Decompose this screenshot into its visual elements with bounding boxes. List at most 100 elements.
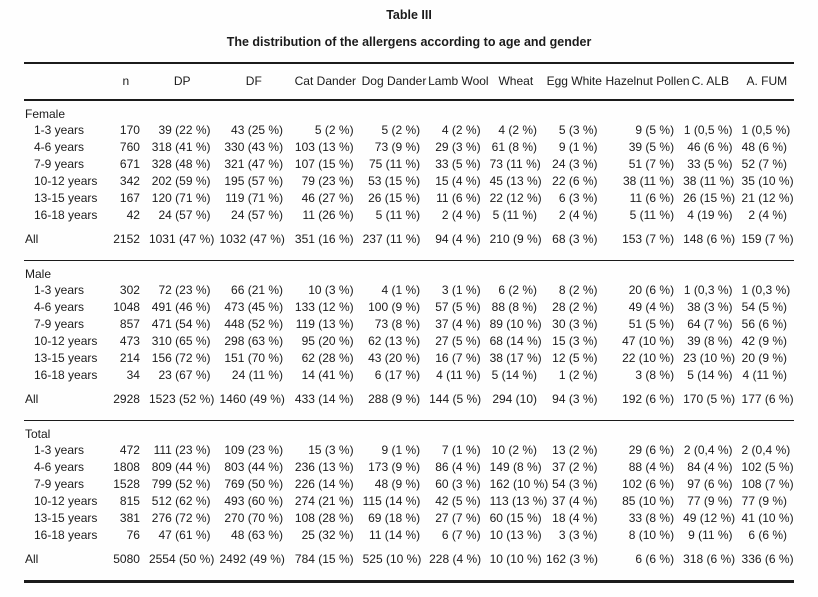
table-cell: 24 (11 %) (231, 368, 284, 382)
table-cell: 39 (22 %) (158, 123, 211, 137)
table-cell: 318 (41 %) (151, 140, 211, 154)
table-cell: 43 (25 %) (231, 123, 284, 137)
table-cell: 809 (44 %) (151, 460, 211, 474)
table-cell: 10 (3 %) (308, 283, 354, 297)
table-cell: 433 (14 %) (294, 392, 354, 406)
table-cell: 769 (50 %) (224, 477, 284, 491)
column-header: Egg White (546, 74, 602, 88)
table-cell: 77 (9 %) (687, 494, 733, 508)
row-label: 10-12 years (34, 174, 98, 188)
table-cell: 41 (10 %) (741, 511, 794, 525)
table-cell: 170 (119, 123, 140, 137)
table-cell: 1031 (47 %) (148, 232, 215, 246)
row-label: 13-15 years (34, 351, 98, 365)
allergen-table: n DP DF Cat Dander Dog Dander Lamb Wool Wheat E… (24, 62, 794, 583)
table-cell: 30 (3 %) (552, 317, 598, 331)
table-cell: 803 (44 %) (224, 460, 284, 474)
table-cell: 119 (71 %) (225, 191, 284, 205)
table-cell: 5 (11 %) (492, 208, 538, 222)
table-cell: 66 (21 %) (231, 283, 284, 297)
table-cell: 27 (7 %) (435, 511, 481, 525)
table-cell: 471 (54 %) (151, 317, 211, 331)
row-label: All (25, 552, 39, 566)
column-header: DP (173, 74, 191, 88)
row-label: 1-3 years (34, 443, 85, 457)
table-cell: 54 (5 %) (741, 300, 787, 314)
table-cell: 270 (70 %) (224, 511, 284, 525)
table-cell: 11 (6 %) (436, 191, 481, 205)
table-section-male: Male 1-3 years 302 72 (23 %) 66 (21 %) 10 (3 … (24, 260, 794, 421)
table-cell: 2 (4 %) (441, 208, 481, 222)
table-cell: 5080 (113, 552, 140, 566)
table-cell: 9 (1 %) (558, 140, 598, 154)
table-cell: 525 (10 %) (362, 552, 422, 566)
table-cell: 46 (6 %) (687, 140, 733, 154)
table-cell: 39 (8 %) (687, 334, 733, 348)
table-cell: 330 (43 %) (224, 140, 284, 154)
table-cell: 22 (12 %) (489, 191, 542, 205)
table-cell: 38 (11 %) (683, 174, 735, 188)
table-cell: 15 (3 %) (552, 334, 598, 348)
table-row: All 2152 1031 (47 %) 1032 (47 %) 351 (16 %) 2… (24, 224, 794, 261)
table-cell: 86 (4 %) (435, 460, 481, 474)
table-cell: 42 (126, 208, 140, 222)
table-cell: 111 (23 %) (153, 443, 211, 457)
table-cell: 1048 (113, 300, 140, 314)
table-cell: 318 (6 %) (683, 552, 736, 566)
table-cell: 1032 (47 %) (219, 232, 285, 246)
table-cell: 298 (63 %) (224, 334, 284, 348)
table-row: 4-6 years 1048 491 (46 %) 473 (45 %) 133 (12… (24, 299, 794, 316)
row-label: 7-9 years (34, 317, 85, 331)
table-cell: 20 (6 %) (628, 283, 675, 297)
table-cell: 47 (61 %) (158, 528, 211, 542)
table-cell: 68 (3 %) (552, 232, 598, 246)
table-cell: 5 (14 %) (687, 368, 733, 382)
column-header: Dog Dander (361, 74, 427, 88)
table-cell: 162 (10 %) (489, 477, 549, 491)
row-label: All (25, 392, 39, 406)
table-cell: 4 (11 %) (742, 368, 787, 382)
table-cell: 214 (119, 351, 140, 365)
table-cell: 79 (23 %) (301, 174, 354, 188)
table-cell: 85 (10 %) (622, 494, 675, 508)
table-cell: 4 (11 %) (436, 368, 481, 382)
table-cell: 51 (5 %) (628, 317, 675, 331)
table-cell: 38 (3 %) (687, 300, 733, 314)
table-cell: 9 (1 %) (381, 443, 421, 457)
table-cell: 192 (6 %) (622, 392, 675, 406)
table-cell: 5 (2 %) (314, 123, 354, 137)
section-name-row: Female (24, 100, 794, 122)
table-cell: 51 (7 %) (628, 157, 675, 171)
table-row: 10-12 years 815 512 (62 %) 493 (60 %) 274 (2… (24, 493, 794, 510)
section-name-label: Male (25, 267, 52, 281)
table-cell: 28 (2 %) (552, 300, 598, 314)
table-cell: 3 (8 %) (635, 368, 675, 382)
table-cell: 62 (13 %) (368, 334, 421, 348)
table-cell: 512 (62 %) (151, 494, 211, 508)
table-cell: 671 (119, 157, 140, 171)
table-cell: 48 (63 %) (231, 528, 284, 542)
table-cell: 43 (20 %) (368, 351, 421, 365)
table-cell: 7 (1 %) (441, 443, 481, 457)
table-cell: 10 (2 %) (491, 443, 538, 457)
table-cell: 57 (5 %) (435, 300, 481, 314)
table-cell: 33 (5 %) (435, 157, 481, 171)
table-cell: 64 (7 %) (687, 317, 733, 331)
table-row: 16-18 years 34 23 (67 %) 24 (11 %) 14 (41 %)… (24, 367, 794, 384)
table-cell: 61 (8 %) (491, 140, 538, 154)
header-row: n DP DF Cat Dander Dog Dander Lamb Wool Wheat E… (24, 63, 794, 100)
table-cell: 2 (4 %) (558, 208, 598, 222)
table-cell: 11 (6 %) (629, 191, 675, 205)
table-cell: 473 (119, 334, 140, 348)
table-cell: 381 (119, 511, 140, 525)
table-cell: 103 (13 %) (294, 140, 354, 154)
table-cell: 13 (2 %) (552, 443, 598, 457)
table-cell: 35 (10 %) (741, 174, 794, 188)
table-cell: 1808 (113, 460, 140, 474)
table-cell: 26 (15 %) (368, 191, 421, 205)
table-row: 10-12 years 342 202 (59 %) 195 (57 %) 79 (23… (24, 173, 794, 190)
table-row: 7-9 years 857 471 (54 %) 448 (52 %) 119 (13 … (24, 316, 794, 333)
table-cell: 49 (12 %) (683, 511, 736, 525)
row-label: 13-15 years (34, 191, 98, 205)
